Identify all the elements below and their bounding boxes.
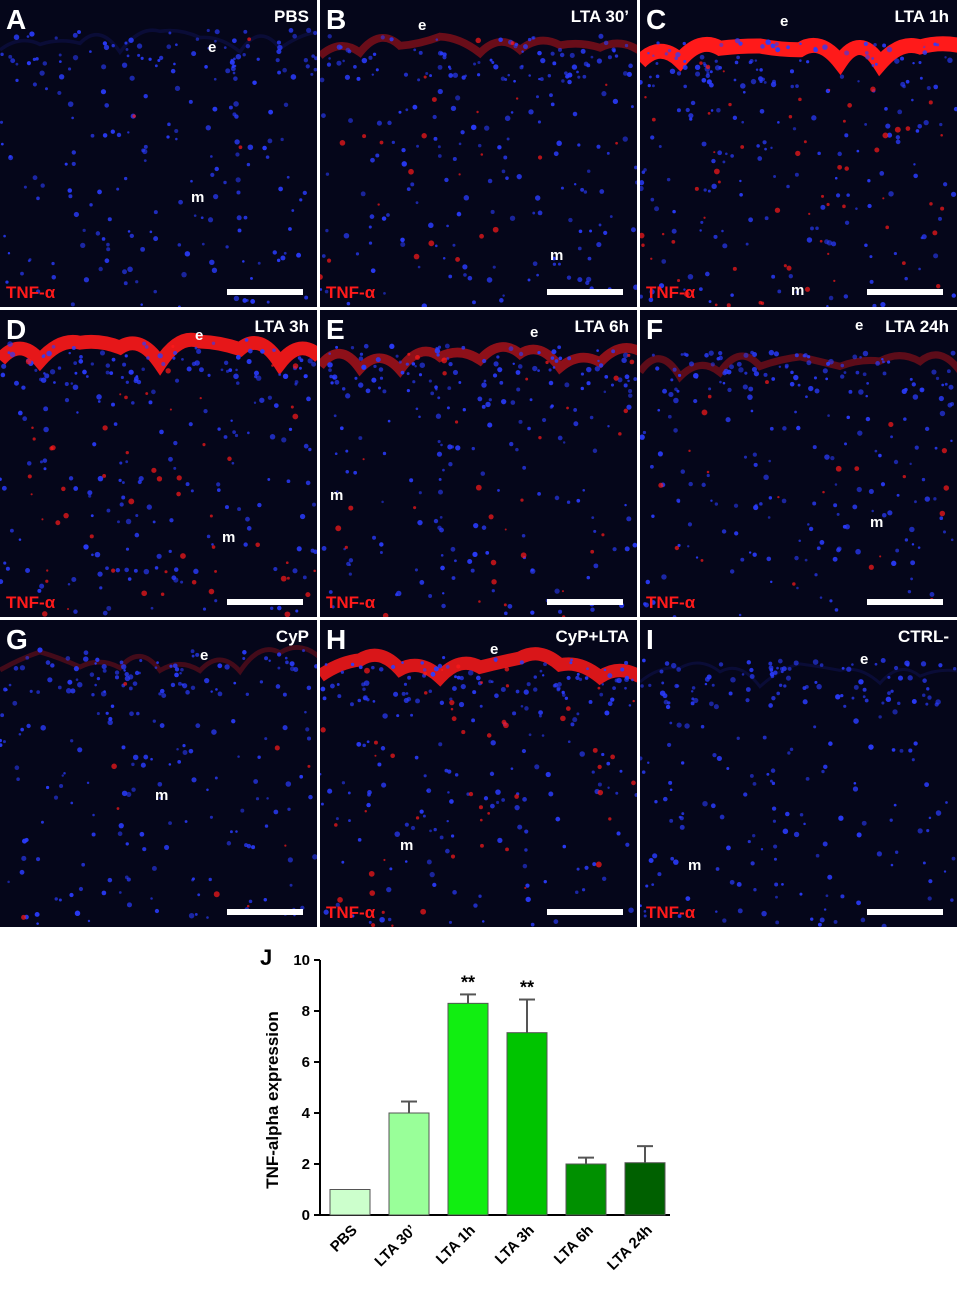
- mucosa-label: m: [688, 857, 702, 874]
- panel-letter: A: [6, 4, 27, 35]
- stain-label: TNF-α: [326, 903, 376, 922]
- mucosa-label: m: [330, 487, 344, 504]
- epithelium-label: e: [490, 641, 499, 658]
- y-tick-label: 6: [302, 1054, 310, 1071]
- bar-chart: J TNF-alpha expression 0 2 4 6 8 10 PBS LTA 30’…: [260, 945, 670, 1274]
- micrograph-panel-c: C LTA 1h e m TNF-α: [640, 0, 957, 307]
- condition-label: LTA 6h: [574, 317, 629, 336]
- y-axis-label: TNF-alpha expression: [263, 1011, 282, 1189]
- micrograph-panel-a: A PBS e m TNF-α: [0, 0, 317, 307]
- scale-bar: [867, 599, 943, 605]
- x-tick-label: LTA 6h: [551, 1222, 597, 1268]
- epithelium-label: e: [860, 651, 869, 668]
- epithelium-label: e: [208, 39, 217, 56]
- stain-label: TNF-α: [646, 593, 696, 612]
- condition-label: CyP: [275, 627, 309, 646]
- stain-label: TNF-α: [326, 593, 376, 612]
- mucosa-label: m: [191, 189, 205, 206]
- panel-letter: I: [646, 624, 654, 655]
- epithelium-label: e: [780, 13, 789, 30]
- panel-letter: D: [6, 314, 27, 345]
- micrograph-panel-b: B LTA 30’ e m TNF-α: [320, 0, 637, 307]
- condition-label: CTRL-: [898, 627, 949, 646]
- tissue-image: [640, 36, 957, 307]
- bar: [329, 1189, 371, 1216]
- epithelium-label: e: [418, 17, 427, 34]
- y-tick-label: 10: [293, 952, 310, 969]
- tissue-image: [0, 27, 317, 307]
- condition-label: LTA 30’: [570, 7, 629, 26]
- y-tick-label: 8: [302, 1003, 310, 1020]
- x-tick-label: PBS: [327, 1222, 361, 1256]
- mucosa-label: m: [791, 282, 805, 299]
- epithelium-label: e: [855, 317, 864, 334]
- y-tick-label: 0: [302, 1207, 310, 1224]
- micrograph-panel-f: F LTA 24h e m TNF-α: [640, 310, 957, 617]
- micrograph-panel-i: I CTRL-e m TNF-α: [640, 620, 957, 927]
- condition-label: CyP+LTA: [555, 627, 629, 646]
- panel-letter: E: [326, 314, 345, 345]
- panel-letter: C: [646, 4, 667, 35]
- panel-letter: F: [646, 314, 664, 345]
- stain-label: TNF-α: [326, 283, 376, 302]
- y-tick-label: 2: [302, 1156, 310, 1173]
- scale-bar: [867, 289, 943, 295]
- tissue-image: [0, 645, 317, 925]
- stain-label: TNF-α: [6, 593, 56, 612]
- bar: [565, 1163, 607, 1216]
- scale-bar: [227, 599, 303, 605]
- micrograph-panel-h: H CyP+LTA e m TNF-α: [320, 620, 637, 927]
- condition-label: LTA 24h: [885, 317, 949, 336]
- tissue-image: [0, 332, 317, 617]
- bar: [624, 1162, 666, 1216]
- significance-marker: **: [461, 972, 475, 992]
- condition-label: LTA 3h: [254, 317, 309, 336]
- mucosa-label: m: [222, 529, 236, 546]
- bar: [447, 1002, 489, 1216]
- mucosa-label: m: [550, 247, 564, 264]
- scale-bar: [227, 289, 303, 295]
- micrograph-panel-e: E LTA 6h e m TNF-α: [320, 310, 637, 617]
- micrograph-panel-d: D LTA 3h e m TNF-α: [0, 310, 317, 617]
- scale-bar: [227, 909, 303, 915]
- scale-bar: [547, 289, 623, 295]
- tissue-image: [320, 32, 637, 307]
- mucosa-label: m: [155, 787, 169, 804]
- epithelium-label: e: [530, 324, 539, 341]
- bar: [388, 1112, 430, 1216]
- stain-label: TNF-α: [646, 283, 696, 302]
- condition-label: LTA 1h: [894, 7, 949, 26]
- x-tick-label: LTA 24h: [604, 1222, 656, 1274]
- x-tick-label: LTA 30’: [371, 1222, 419, 1270]
- stain-label: TNF-α: [646, 903, 696, 922]
- tissue-image: [320, 342, 637, 617]
- epithelium-label: e: [195, 327, 204, 344]
- panel-letter: G: [6, 624, 28, 655]
- tissue-image: [320, 647, 637, 927]
- panel-letter: B: [326, 4, 347, 35]
- significance-marker: **: [520, 978, 534, 998]
- scale-bar: [547, 599, 623, 605]
- panel-letter-J: J: [260, 945, 272, 970]
- stain-label: TNF-α: [6, 283, 56, 302]
- epithelium-label: e: [200, 647, 209, 664]
- x-tick-label: LTA 3h: [492, 1222, 538, 1268]
- micrograph-panel-g: G CyP e m: [0, 620, 317, 927]
- condition-label: PBS: [274, 7, 309, 26]
- mucosa-label: m: [400, 837, 414, 854]
- tissue-image: [640, 349, 957, 617]
- scale-bar: [867, 909, 943, 915]
- panel-letter: H: [326, 624, 347, 655]
- mucosa-label: m: [870, 514, 884, 531]
- y-tick-label: 4: [302, 1105, 311, 1122]
- tissue-image: [640, 657, 957, 927]
- scale-bar: [547, 909, 623, 915]
- x-tick-label: LTA 1h: [433, 1222, 479, 1268]
- bar: [506, 1032, 548, 1216]
